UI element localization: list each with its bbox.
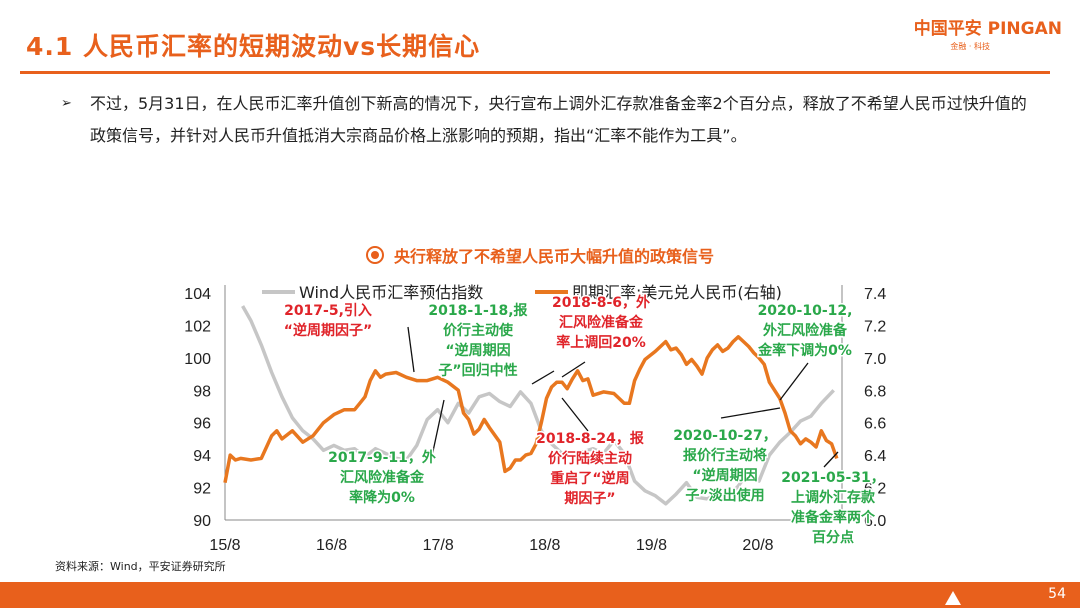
y-left-tick-label: 98: [193, 383, 211, 400]
logo-main-text: 中国平安 PINGAN: [913, 19, 1062, 39]
x-tick-label: 18/8: [529, 537, 560, 554]
bullet-text: 不过，5月31日，在人民币汇率升值创下新高的情况下，央行宣布上调外汇存款准备金率…: [90, 94, 1027, 145]
y-left-tick-label: 102: [184, 318, 211, 335]
y-right-tick-label: 7.0: [864, 351, 886, 368]
annotation-text: 价行主动使: [443, 322, 514, 339]
annotation-text: 2021-05-31，: [781, 470, 885, 486]
footer-tree-icon: [945, 591, 961, 605]
y-right-tick-label: 7.2: [864, 318, 886, 335]
annotation-text: 率降为0%: [349, 489, 415, 506]
title-divider: [20, 71, 1050, 74]
annotation-text: 报价行主动将: [683, 447, 767, 464]
source-note: 资料来源：Wind，平安证券研究所: [55, 560, 226, 573]
annotation-text: 2018-8-6，外: [552, 294, 650, 311]
annotation-leader-line: [720, 407, 781, 419]
x-tick-label: 15/8: [209, 537, 240, 554]
annotation-leader-line: [823, 451, 839, 468]
annotation-leader-line: [561, 397, 589, 432]
y-left-tick-label: 92: [193, 481, 211, 498]
annotation-text: 价行陆续主动: [548, 450, 632, 467]
page-number: 54: [1048, 586, 1066, 602]
annotation-text: “逆周期因: [445, 342, 510, 359]
annotation-text: 金率下调为0%: [757, 342, 852, 359]
annotation-text: “逆周期因子”: [284, 322, 372, 339]
annotation-text: “逆周期因: [692, 467, 757, 484]
annotation-text: 率上调回20%: [556, 334, 646, 351]
series-line-wind-index: [241, 305, 835, 506]
annotation-leader-line: [561, 361, 586, 378]
chart-title: 央行释放了不希望人民币大幅升值的政策信号: [0, 243, 1080, 267]
annotation-text: 2018-8-24，报: [536, 431, 644, 447]
x-tick-label: 17/8: [423, 537, 454, 554]
legend-label-wind-index: Wind人民币汇率预估指数: [299, 283, 483, 302]
legend-label-spot-rate: 即期汇率:美元兑人民币(右轴): [572, 283, 782, 302]
annotation-text: 2017-9-11，外: [328, 449, 436, 466]
y-left-tick-label: 96: [193, 416, 211, 433]
annotation-text: 重启了“逆周: [550, 470, 629, 487]
y-right-tick-label: 6.0: [864, 513, 886, 530]
y-right-tick-label: 7.4: [864, 286, 886, 303]
annotation-text: 2020-10-12,: [758, 303, 853, 319]
annotation-leader-line: [407, 326, 415, 373]
annotation-leader-line: [431, 399, 445, 457]
bullet-paragraph: ➢ 不过，5月31日，在人民币汇率升值创下新高的情况下，央行宣布上调外汇存款准备…: [61, 88, 1037, 152]
y-left-tick-label: 104: [184, 286, 211, 303]
x-tick-label: 19/8: [636, 537, 667, 554]
x-tick-label: 20/8: [742, 537, 773, 554]
annotation-text: 汇风险准备金: [340, 469, 425, 486]
series-line-spot-rate: [223, 335, 839, 484]
annotation-text: 2020-10-27，: [673, 428, 777, 444]
target-bullet-icon: [365, 246, 384, 264]
annotation-leader-line: [779, 362, 809, 401]
annotation-text: 2017-5,引入: [284, 303, 372, 319]
annotation-text: 2018-1-18,报: [428, 303, 527, 319]
annotation-text: 上调外汇存款: [791, 489, 876, 506]
annotation-text: 汇风险准备金: [559, 314, 644, 331]
company-logo: 中国平安 PINGAN 金融 · 科技: [914, 14, 1062, 52]
y-right-tick-label: 6.4: [864, 448, 886, 465]
annotation-text: 期因子”: [564, 491, 615, 507]
y-left-tick-label: 90: [193, 513, 211, 530]
annotation-text: 准备金率两个: [791, 509, 876, 526]
x-tick-label: 16/8: [316, 537, 347, 554]
y-right-tick-label: 6.6: [864, 416, 886, 433]
y-left-tick-label: 100: [184, 351, 211, 368]
chart-title-text: 央行释放了不希望人民币大幅升值的政策信号: [393, 247, 714, 266]
logo-sub-text: 金融 · 科技: [950, 42, 990, 51]
y-right-tick-label: 6.8: [864, 383, 886, 400]
annotation-text: 子”回归中性: [438, 362, 517, 379]
y-right-tick-label: 6.2: [864, 481, 886, 498]
arrow-bullet-icon: ➢: [61, 96, 72, 111]
annotation-text: 外汇风险准备: [763, 322, 848, 339]
annotation-text: 子”淡出使用: [685, 487, 764, 504]
annotation-text: 百分点: [812, 529, 854, 546]
y-left-tick-label: 94: [193, 448, 211, 465]
footer-bar: 54: [0, 582, 1080, 608]
annotation-leader-line: [531, 370, 555, 385]
page-title: 4.1 人民币汇率的短期波动vs长期信心: [26, 32, 481, 61]
